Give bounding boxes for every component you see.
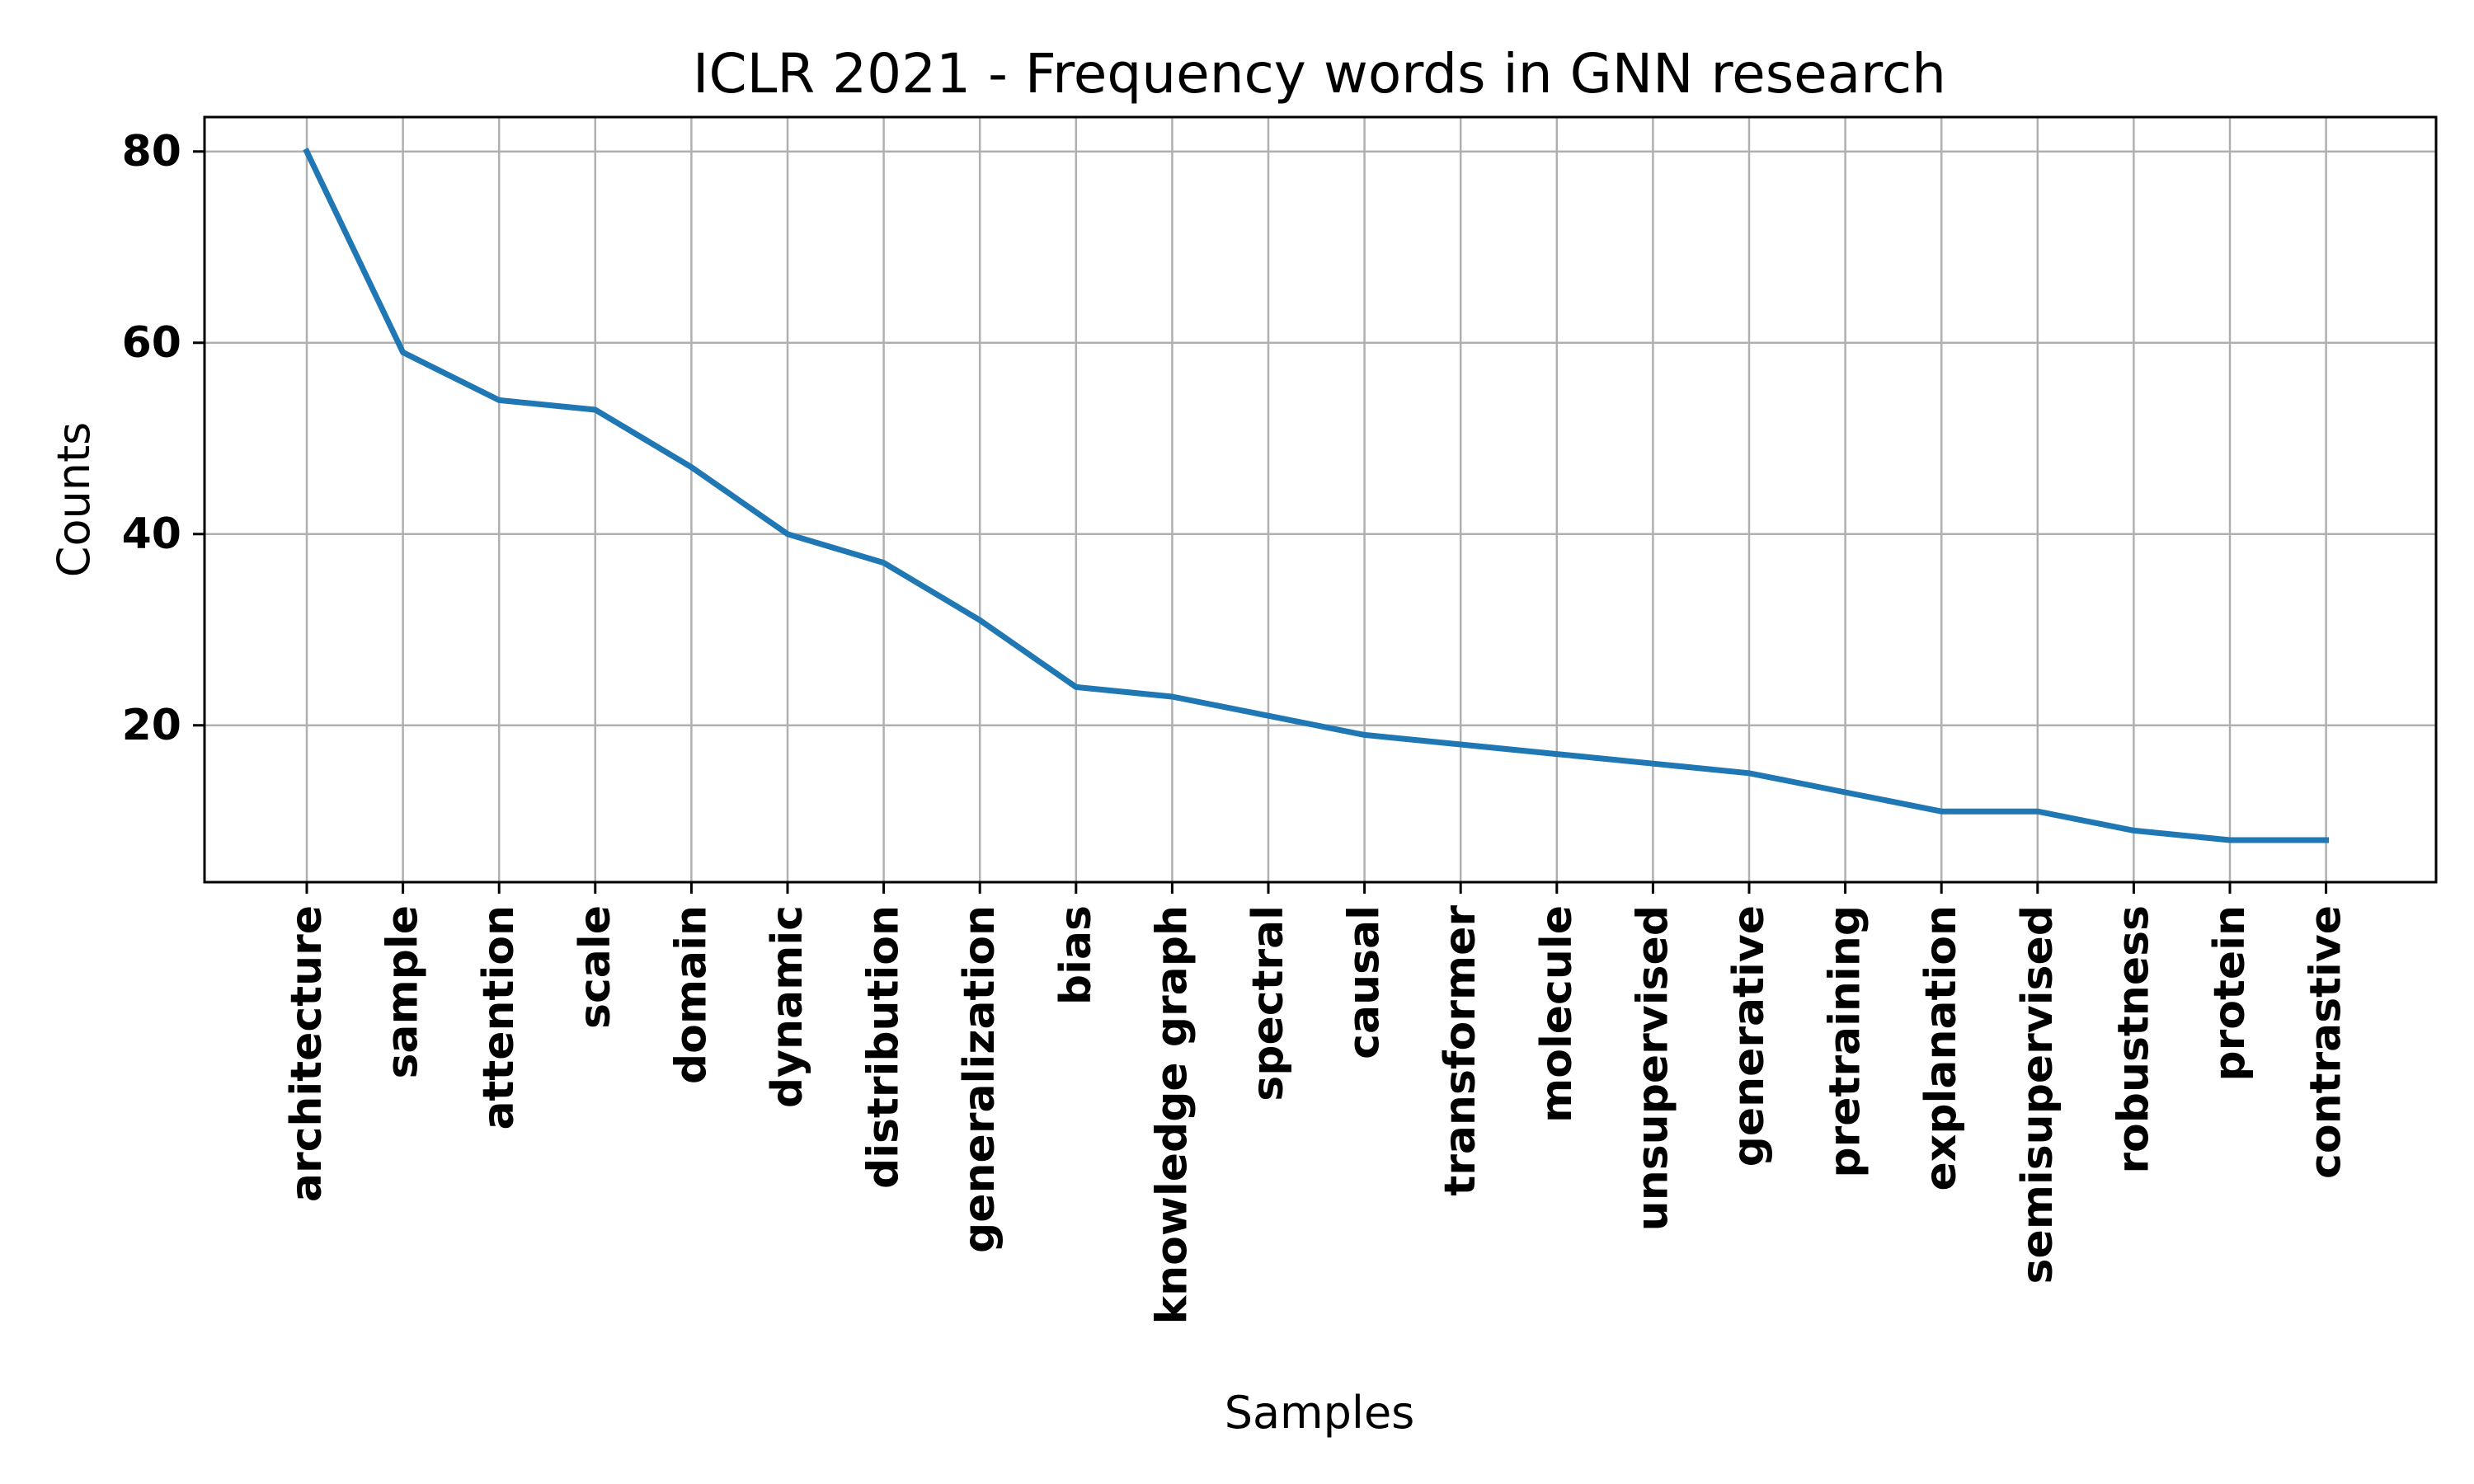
x-tick-label: dynamic xyxy=(763,905,812,1108)
x-tick-label: contrastive xyxy=(2302,905,2351,1179)
grid-layer xyxy=(205,117,2436,882)
x-tick-label: sample xyxy=(379,905,428,1079)
x-tick-label: generative xyxy=(1724,905,1774,1167)
x-tick-label: explanation xyxy=(1917,905,1966,1190)
x-tick-label: domain xyxy=(666,905,716,1084)
x-tick-label: spectral xyxy=(1244,905,1293,1101)
x-tick-label: molecule xyxy=(1532,905,1582,1123)
x-tick-label: bias xyxy=(1051,905,1101,1005)
x-tick-label: causal xyxy=(1340,905,1390,1059)
x-tick-label: scale xyxy=(571,905,620,1029)
plot-frame xyxy=(203,115,2438,884)
x-tick-label: generalization xyxy=(955,905,1004,1253)
x-tick-label: distribution xyxy=(859,905,909,1189)
x-tick-label: robustness xyxy=(2109,905,2158,1174)
chart-title: ICLR 2021 - Frequency words in GNN resea… xyxy=(693,42,1946,106)
x-tick-label: protein xyxy=(2205,905,2255,1082)
tick-layer: architecture sample attention scale domain dy… xyxy=(122,127,2351,1325)
y-tick-label: 60 xyxy=(122,318,181,368)
y-tick-label: 40 xyxy=(122,510,181,559)
x-tick-label: attention xyxy=(474,905,524,1130)
x-tick-label: transformer xyxy=(1436,905,1485,1196)
y-tick-label: 20 xyxy=(122,701,181,750)
x-axis-label: Samples xyxy=(1225,1387,1415,1439)
series-line xyxy=(303,148,2330,843)
y-tick-label: 80 xyxy=(122,127,181,176)
x-tick-label: semisupervised xyxy=(2013,905,2062,1284)
x-tick-label: pretraining xyxy=(1821,905,1870,1178)
y-axis-label: Counts xyxy=(48,422,100,578)
x-tick-label: architecture xyxy=(282,905,332,1202)
x-tick-label: unsupervised xyxy=(1628,905,1677,1231)
x-tick-label: knowledge graph xyxy=(1147,905,1197,1324)
